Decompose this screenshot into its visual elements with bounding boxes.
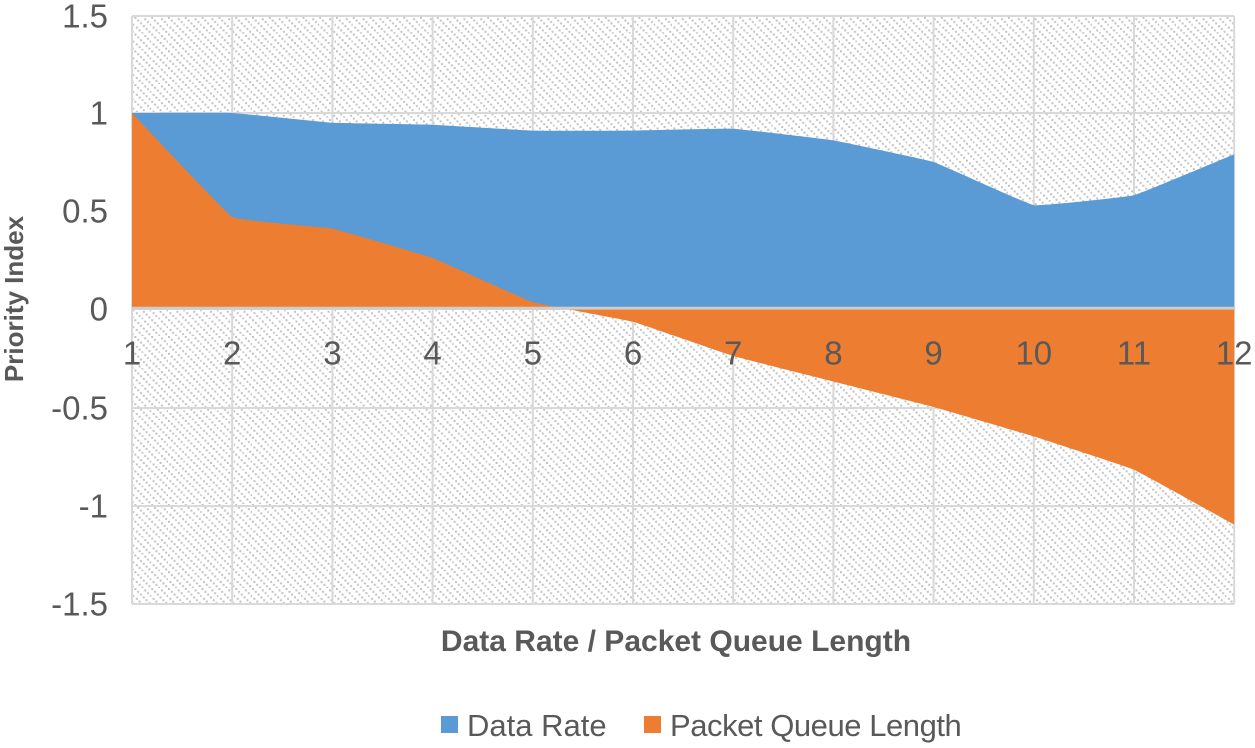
svg-text:Data Rate: Data Rate (467, 708, 607, 743)
svg-text:3: 3 (323, 335, 341, 372)
svg-text:10: 10 (1015, 335, 1052, 372)
svg-text:4: 4 (423, 335, 441, 372)
svg-text:2: 2 (223, 335, 241, 372)
svg-text:Data Rate / Packet Queue Lengt: Data Rate / Packet Queue Length (441, 625, 911, 658)
svg-text:0: 0 (90, 291, 108, 328)
svg-text:Packet Queue Length: Packet Queue Length (670, 708, 961, 743)
svg-text:7: 7 (724, 335, 742, 372)
svg-text:5: 5 (524, 335, 542, 372)
svg-text:-1: -1 (79, 488, 108, 525)
svg-text:6: 6 (624, 335, 642, 372)
svg-text:1: 1 (123, 335, 141, 372)
svg-text:8: 8 (824, 335, 842, 372)
svg-text:-1.5: -1.5 (51, 586, 108, 623)
svg-text:-0.5: -0.5 (51, 390, 108, 427)
svg-text:1.5: 1.5 (62, 0, 108, 35)
svg-text:11: 11 (1117, 335, 1151, 372)
svg-text:0.5: 0.5 (62, 193, 108, 230)
svg-text:9: 9 (924, 335, 942, 372)
svg-text:1: 1 (90, 95, 108, 132)
svg-text:12: 12 (1216, 335, 1253, 372)
svg-text:Priority Index: Priority Index (0, 215, 29, 382)
